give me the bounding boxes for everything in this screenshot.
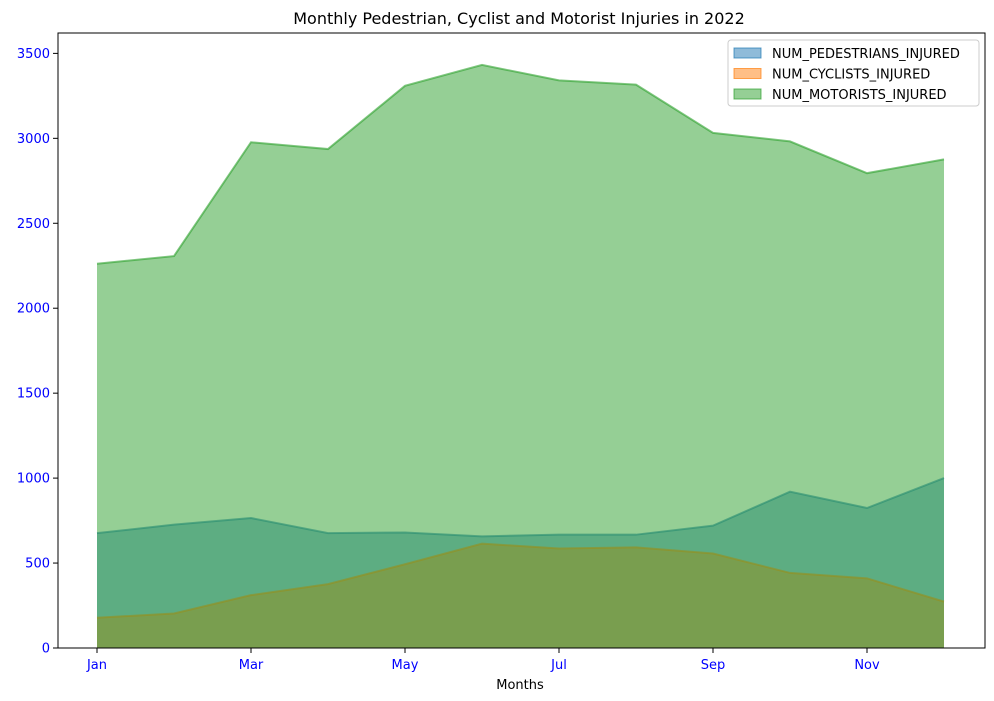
chart-title: Monthly Pedestrian, Cyclist and Motorist… — [293, 9, 745, 28]
y-tick-label: 1500 — [17, 387, 50, 402]
legend-swatch-num-cyclists-injured — [733, 68, 762, 79]
x-tick-label: Jan — [86, 658, 107, 673]
x-tick-label: Sep — [701, 658, 726, 673]
area-num-motorists-injured — [97, 64, 944, 649]
legend-label-num-pedestrians-injured: NUM_PEDESTRIANS_INJURED — [772, 47, 960, 62]
y-tick-label: 1000 — [17, 472, 50, 487]
y-tick-label: 3000 — [17, 132, 50, 147]
series-areas — [96, 63, 945, 649]
x-tick-label: Mar — [239, 658, 264, 673]
y-tick-label: 0 — [42, 642, 50, 657]
y-tick-label: 2500 — [17, 217, 50, 232]
legend-swatch-num-motorists-injured — [733, 88, 762, 100]
x-axis-label: Months — [496, 678, 544, 693]
y-tick-label: 3500 — [17, 47, 50, 62]
x-axis: Jan Mar May Jul Sep Nov — [86, 648, 880, 673]
legend: NUM_PEDESTRIANS_INJURED NUM_CYCLISTS_INJU… — [727, 39, 980, 107]
plot-frame — [57, 32, 986, 649]
y-tick-label: 500 — [25, 557, 50, 572]
legend-label-num-motorists-injured: NUM_MOTORISTS_INJURED — [772, 88, 947, 103]
x-tick-label: May — [392, 658, 419, 673]
x-tick-label: Nov — [854, 658, 880, 673]
y-axis: 0 500 1000 1500 2000 2500 3000 3500 — [17, 47, 58, 657]
legend-box — [727, 39, 980, 107]
legend-swatch-num-pedestrians-injured — [733, 47, 762, 59]
x-tick-label: Jul — [550, 658, 567, 673]
line-num-motorists-injured — [96, 63, 945, 265]
y-tick-label: 2000 — [17, 302, 50, 317]
legend-label-num-cyclists-injured: NUM_CYCLISTS_INJURED — [772, 68, 930, 83]
